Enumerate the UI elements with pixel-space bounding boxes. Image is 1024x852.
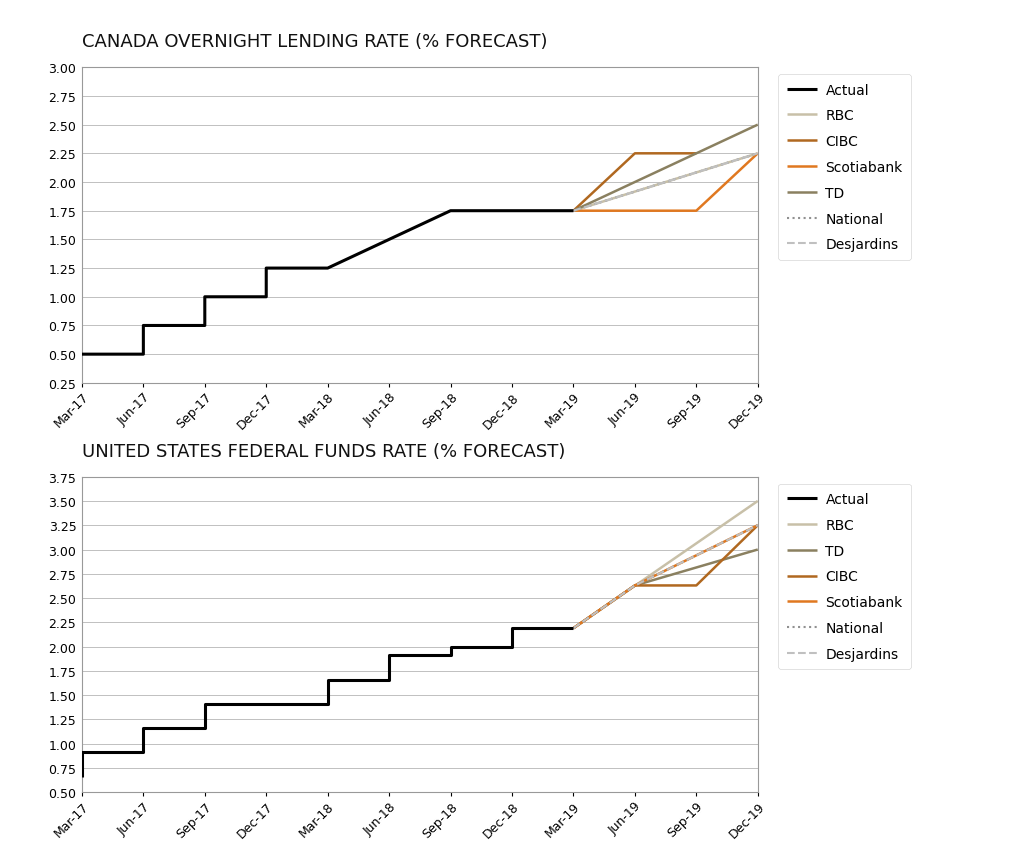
RBC bbox=[752, 149, 764, 159]
Actual bbox=[383, 650, 395, 660]
Actual bbox=[199, 723, 211, 734]
Actual bbox=[322, 675, 334, 685]
Actual bbox=[137, 723, 150, 734]
Actual bbox=[383, 235, 395, 245]
Actual bbox=[383, 235, 395, 245]
Line: Actual: Actual bbox=[82, 211, 573, 354]
Actual bbox=[383, 650, 395, 660]
CIBC bbox=[567, 624, 580, 634]
Line: Desjardins: Desjardins bbox=[573, 526, 758, 629]
Line: National: National bbox=[573, 154, 758, 211]
Actual bbox=[199, 292, 211, 302]
CIBC bbox=[690, 149, 702, 159]
Line: Scotiabank: Scotiabank bbox=[573, 526, 758, 629]
National bbox=[752, 521, 764, 531]
RBC bbox=[567, 206, 580, 216]
Actual bbox=[506, 206, 518, 216]
Actual bbox=[444, 206, 457, 216]
Actual bbox=[199, 321, 211, 331]
Actual bbox=[260, 292, 272, 302]
CIBC bbox=[567, 206, 580, 216]
National bbox=[567, 206, 580, 216]
Actual bbox=[322, 263, 334, 273]
Actual bbox=[567, 206, 580, 216]
Line: CIBC: CIBC bbox=[573, 526, 758, 629]
Scotiabank bbox=[567, 206, 580, 216]
Line: National: National bbox=[573, 526, 758, 629]
National bbox=[629, 581, 641, 591]
Line: CIBC: CIBC bbox=[573, 154, 696, 211]
Legend: Actual, RBC, TD, CIBC, Scotiabank, National, Desjardins: Actual, RBC, TD, CIBC, Scotiabank, Natio… bbox=[778, 484, 911, 670]
Actual bbox=[76, 349, 88, 360]
Actual bbox=[567, 624, 580, 634]
Actual bbox=[506, 624, 518, 634]
Actual bbox=[322, 699, 334, 709]
Actual bbox=[76, 747, 88, 757]
CIBC bbox=[629, 149, 641, 159]
Actual bbox=[260, 699, 272, 709]
Line: TD: TD bbox=[573, 125, 758, 211]
Actual bbox=[322, 675, 334, 685]
Line: Scotiabank: Scotiabank bbox=[573, 154, 758, 211]
Actual bbox=[76, 772, 88, 782]
Line: RBC: RBC bbox=[573, 501, 758, 629]
Actual bbox=[322, 263, 334, 273]
Line: Desjardins: Desjardins bbox=[573, 154, 758, 211]
Scotiabank bbox=[752, 521, 764, 531]
Actual bbox=[506, 206, 518, 216]
National bbox=[752, 149, 764, 159]
Desjardins bbox=[567, 624, 580, 634]
CIBC bbox=[752, 521, 764, 531]
Actual bbox=[322, 699, 334, 709]
Actual bbox=[260, 699, 272, 709]
Actual bbox=[506, 624, 518, 634]
Line: TD: TD bbox=[573, 550, 758, 629]
Actual bbox=[444, 650, 457, 660]
RBC bbox=[567, 624, 580, 634]
TD bbox=[629, 581, 641, 591]
Actual bbox=[444, 642, 457, 652]
Actual bbox=[260, 699, 272, 709]
Legend: Actual, RBC, CIBC, Scotiabank, TD, National, Desjardins: Actual, RBC, CIBC, Scotiabank, TD, Natio… bbox=[778, 75, 911, 261]
TD bbox=[567, 624, 580, 634]
Actual bbox=[137, 321, 150, 331]
Actual bbox=[260, 699, 272, 709]
Desjardins bbox=[567, 206, 580, 216]
Text: CANADA OVERNIGHT LENDING RATE (% FORECAST): CANADA OVERNIGHT LENDING RATE (% FORECAS… bbox=[82, 33, 548, 51]
National bbox=[567, 624, 580, 634]
Desjardins bbox=[752, 149, 764, 159]
TD bbox=[752, 544, 764, 555]
Actual bbox=[199, 723, 211, 734]
Actual bbox=[260, 263, 272, 273]
CIBC bbox=[690, 581, 702, 591]
Actual bbox=[199, 699, 211, 709]
Text: UNITED STATES FEDERAL FUNDS RATE (% FORECAST): UNITED STATES FEDERAL FUNDS RATE (% FORE… bbox=[82, 442, 565, 460]
Scotiabank bbox=[629, 581, 641, 591]
Actual bbox=[137, 747, 150, 757]
Actual bbox=[444, 650, 457, 660]
Line: Actual: Actual bbox=[82, 629, 573, 777]
Actual bbox=[383, 675, 395, 685]
Actual bbox=[444, 642, 457, 652]
Scotiabank bbox=[690, 206, 702, 216]
Actual bbox=[506, 642, 518, 652]
Scotiabank bbox=[752, 149, 764, 159]
CIBC bbox=[629, 581, 641, 591]
RBC bbox=[752, 496, 764, 506]
Line: RBC: RBC bbox=[573, 154, 758, 211]
Actual bbox=[444, 206, 457, 216]
Actual bbox=[137, 349, 150, 360]
Desjardins bbox=[629, 581, 641, 591]
Desjardins bbox=[752, 521, 764, 531]
TD bbox=[752, 120, 764, 130]
Scotiabank bbox=[567, 624, 580, 634]
TD bbox=[567, 206, 580, 216]
